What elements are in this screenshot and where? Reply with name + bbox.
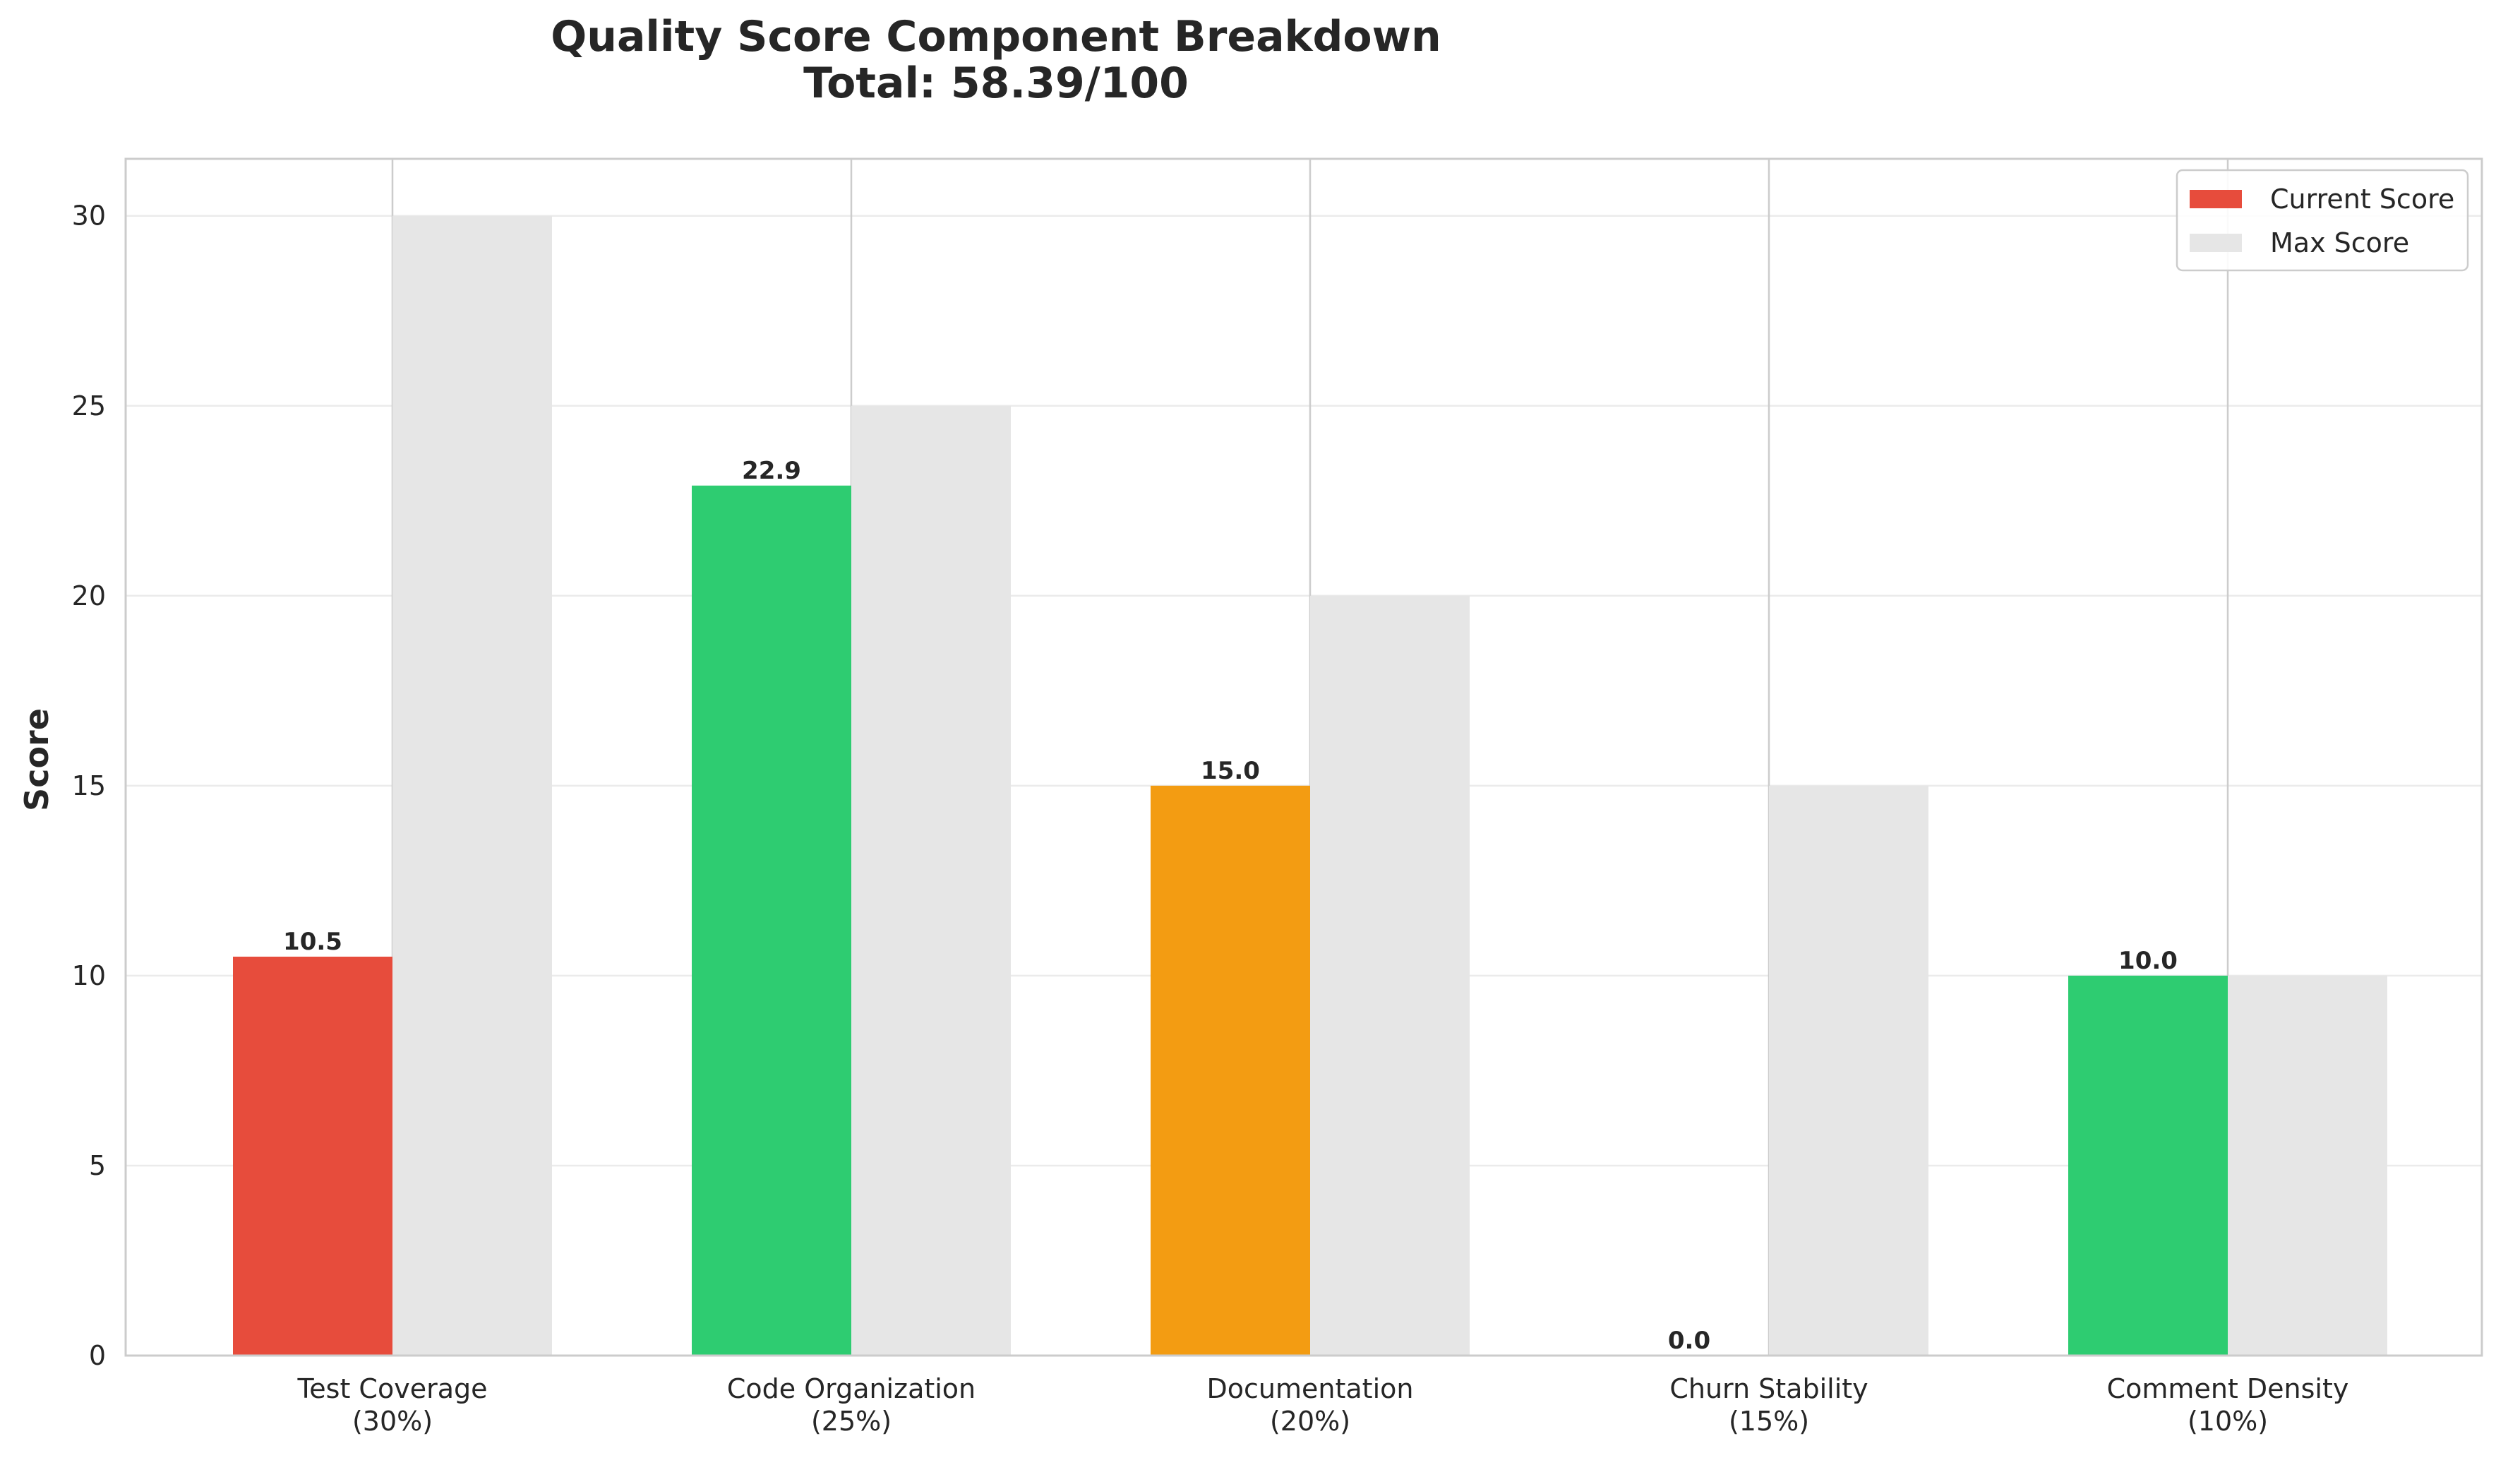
plot-frame — [124, 157, 2483, 1357]
legend-box — [2176, 169, 2469, 272]
x-tick-label: (10%) — [2188, 1406, 2268, 1437]
bar-value-label: 0.0 — [1668, 1327, 1710, 1355]
legend-swatch-current — [2190, 190, 2242, 208]
y-tick-label: 5 — [89, 1150, 106, 1181]
max-score-bar — [1769, 785, 1928, 1356]
y-tick-label: 0 — [89, 1340, 106, 1371]
y-tick-label: 25 — [72, 390, 106, 421]
x-tick-label: Test Coverage — [297, 1373, 488, 1404]
max-score-bar — [851, 405, 1011, 1356]
current-score-bar — [1151, 785, 1310, 1356]
max-score-bar — [1310, 595, 1470, 1356]
max-score-bar — [392, 215, 552, 1356]
x-tick-label: Churn Stability — [1669, 1373, 1868, 1404]
legend-swatch-max — [2190, 234, 2242, 252]
bar-value-label: 10.5 — [283, 928, 342, 956]
x-tick-label: Comment Density — [2107, 1373, 2349, 1404]
chart-title: Quality Score Component Breakdown — [551, 12, 1441, 61]
current-score-bar — [692, 485, 851, 1356]
x-tick-label: (20%) — [1270, 1406, 1350, 1437]
x-tick-label: (30%) — [352, 1406, 433, 1437]
legend-label-current: Current Score — [2270, 184, 2454, 215]
y-tick-label: 20 — [72, 580, 106, 611]
bar-value-label: 10.0 — [2118, 947, 2178, 975]
x-tick-label: (15%) — [1729, 1406, 1809, 1437]
max-score-bar — [2228, 975, 2387, 1356]
y-axis-label: Score — [18, 708, 56, 811]
y-tick-label: 15 — [72, 770, 106, 801]
y-tick-label: 30 — [72, 201, 106, 232]
bar-value-label: 22.9 — [742, 457, 801, 485]
x-tick-label: Documentation — [1207, 1373, 1414, 1404]
legend-label-max: Max Score — [2270, 227, 2409, 258]
chart-subtitle: Total: 58.39/100 — [803, 59, 1189, 108]
x-tick-label: Code Organization — [727, 1373, 976, 1404]
bar-value-label: 15.0 — [1201, 757, 1260, 785]
current-score-bar — [233, 957, 392, 1356]
current-score-bar — [2068, 975, 2228, 1356]
y-tick-label: 10 — [72, 960, 106, 991]
x-tick-label: (25%) — [811, 1406, 892, 1437]
